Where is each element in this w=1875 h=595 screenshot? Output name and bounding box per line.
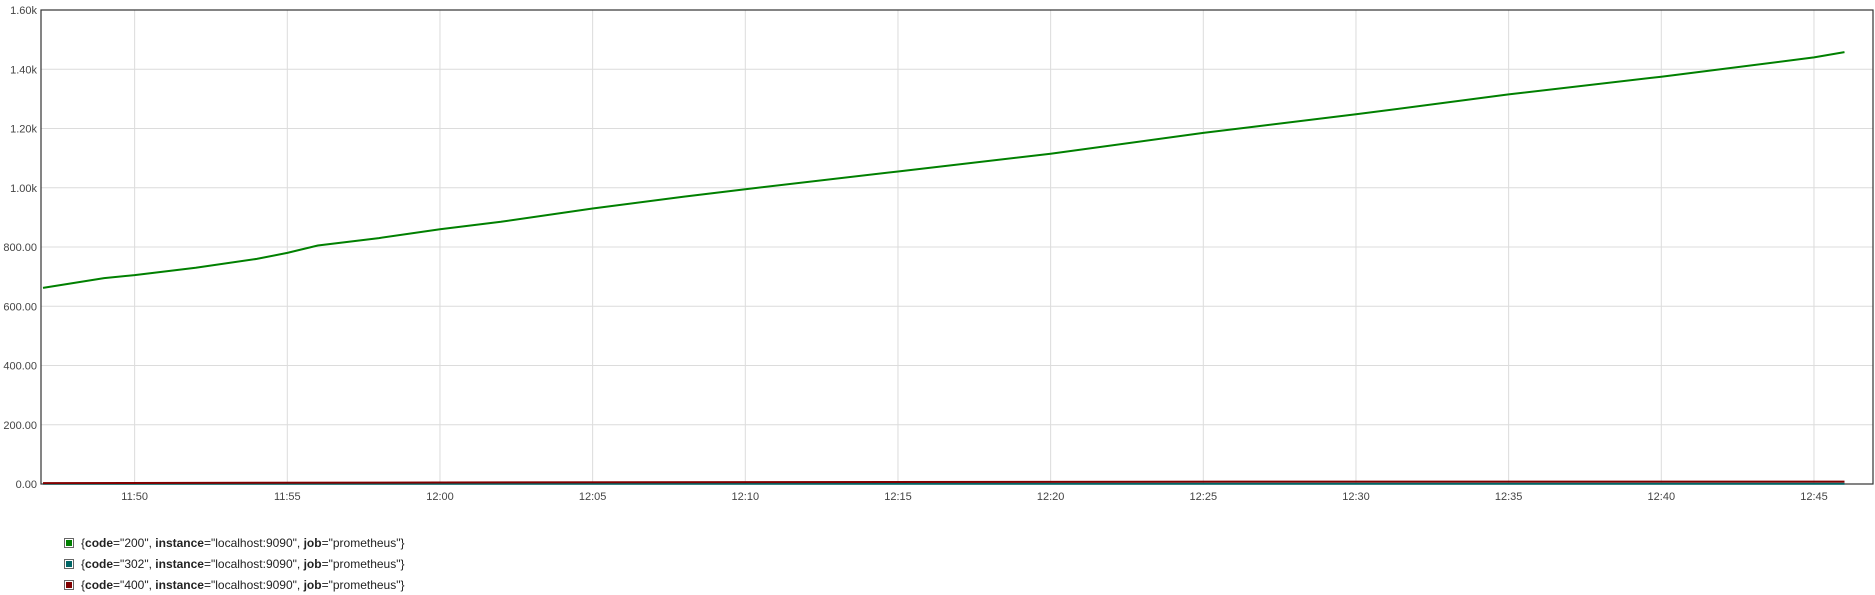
- x-tick-label: 11:55: [274, 491, 301, 503]
- y-tick-label: 0.00: [16, 479, 37, 491]
- line-chart-svg: 0.00 200.00 400.00 600.00 800.00 1.00k 1.20k 1.…: [3, 5, 1874, 503]
- x-tick-label: 12:30: [1342, 491, 1370, 503]
- y-tick-label: 800.00: [3, 242, 37, 254]
- y-tick-label: 200.00: [3, 420, 37, 432]
- x-tick-label: 12:05: [579, 491, 607, 503]
- legend-item-400[interactable]: {code="400", instance="localhost:9090", …: [64, 574, 405, 595]
- legend-swatch-302: [64, 558, 74, 569]
- legend-label-200: {code="200", instance="localhost:9090", …: [81, 535, 405, 550]
- x-tick-label: 12:45: [1800, 491, 1828, 503]
- legend-item-200[interactable]: {code="200", instance="localhost:9090", …: [64, 532, 405, 553]
- x-tick-label: 11:50: [121, 491, 148, 503]
- legend-label-302: {code="302", instance="localhost:9090", …: [81, 556, 405, 571]
- series-line-400: [42, 480, 1845, 485]
- x-tick-label: 12:35: [1495, 491, 1523, 503]
- y-tick-label: 1.40k: [10, 64, 37, 76]
- legend-swatch-200: [64, 537, 74, 548]
- x-tick-label: 12:25: [1190, 491, 1218, 503]
- x-tick-label: 12:40: [1648, 491, 1676, 503]
- x-tick-label: 12:10: [732, 491, 760, 503]
- y-tick-label: 1.60k: [10, 5, 37, 17]
- x-tick-label: 12:00: [426, 491, 454, 503]
- y-tick-label: 400.00: [3, 361, 37, 373]
- x-tick-label: 12:15: [884, 491, 912, 503]
- series-line-200: [42, 51, 1845, 289]
- legend-label-400: {code="400", instance="localhost:9090", …: [81, 577, 405, 592]
- x-tick-label: 12:20: [1037, 491, 1065, 503]
- legend: {code="200", instance="localhost:9090", …: [64, 532, 405, 595]
- y-tick-label: 1.20k: [10, 124, 37, 136]
- y-tick-label: 600.00: [3, 301, 37, 313]
- legend-swatch-400: [64, 579, 74, 590]
- chart: 0.00 200.00 400.00 600.00 800.00 1.00k 1.20k 1.…: [3, 5, 1874, 503]
- y-tick-label: 1.00k: [10, 183, 37, 195]
- legend-item-302[interactable]: {code="302", instance="localhost:9090", …: [64, 553, 405, 574]
